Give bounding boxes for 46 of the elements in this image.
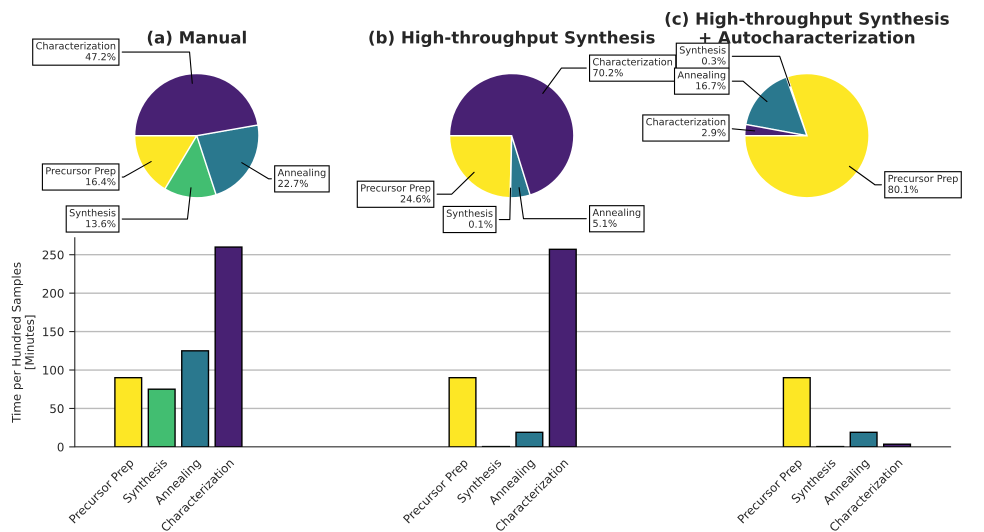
bar [448, 377, 477, 447]
bar [114, 377, 142, 447]
data-label: 16.7% [696, 82, 726, 90]
data-label: 0.3% [702, 57, 726, 65]
slice-label: Precursor Prep [888, 174, 958, 184]
bar [882, 443, 912, 447]
data-label: 80.1% [888, 186, 918, 194]
bar [214, 246, 243, 447]
slice-label: Characterization [593, 58, 672, 66]
y-tick-label: 100 [43, 366, 64, 375]
slice-label: Characterization [646, 118, 726, 126]
y-tick-label: 50 [50, 404, 64, 414]
slice-label: Synthesis [680, 46, 726, 56]
slice-label: Annealing [278, 168, 326, 178]
slice-label: Synthesis [446, 209, 493, 219]
chart-title: (b) High-throughput Synthesis [369, 30, 655, 48]
slice-label: Precursor Prep [46, 167, 116, 176]
bar [148, 388, 176, 447]
slice-label: Precursor Prep [361, 184, 430, 194]
pie-slice [448, 72, 575, 196]
bar [548, 248, 577, 447]
y-axis-title: Time per Hundred Samples [Minutes] [12, 262, 36, 423]
data-label: 0.1% [468, 220, 492, 228]
pie-slice [744, 72, 870, 198]
bar [515, 432, 544, 447]
bar [181, 350, 210, 447]
y-tick-label: 250 [42, 250, 64, 260]
data-label: 2.9% [702, 128, 726, 136]
bar [850, 432, 878, 447]
slice-label: Synthesis [70, 208, 116, 218]
bar [782, 377, 811, 447]
data-label: 16.4% [86, 178, 116, 186]
data-label: 13.6% [86, 220, 116, 228]
data-label: 70.2% [593, 69, 623, 76]
data-label: 22.7% [278, 180, 308, 188]
slice-label: Annealing [678, 71, 726, 80]
chart-title: (c) High-throughput Synthesis + Autocharacterization [666, 12, 949, 44]
data-label: 24.6% [400, 195, 430, 202]
chart-title: (a) Manual [148, 30, 246, 46]
y-tick-label: 200 [42, 288, 64, 298]
data-label: 47.2% [86, 52, 116, 60]
slice-label: Annealing [592, 208, 640, 218]
slice-label: Characterization [36, 42, 116, 50]
y-tick-label: 150 [43, 327, 64, 336]
data-label: 5.1% [593, 220, 617, 227]
y-tick-label: 0 [58, 442, 64, 452]
